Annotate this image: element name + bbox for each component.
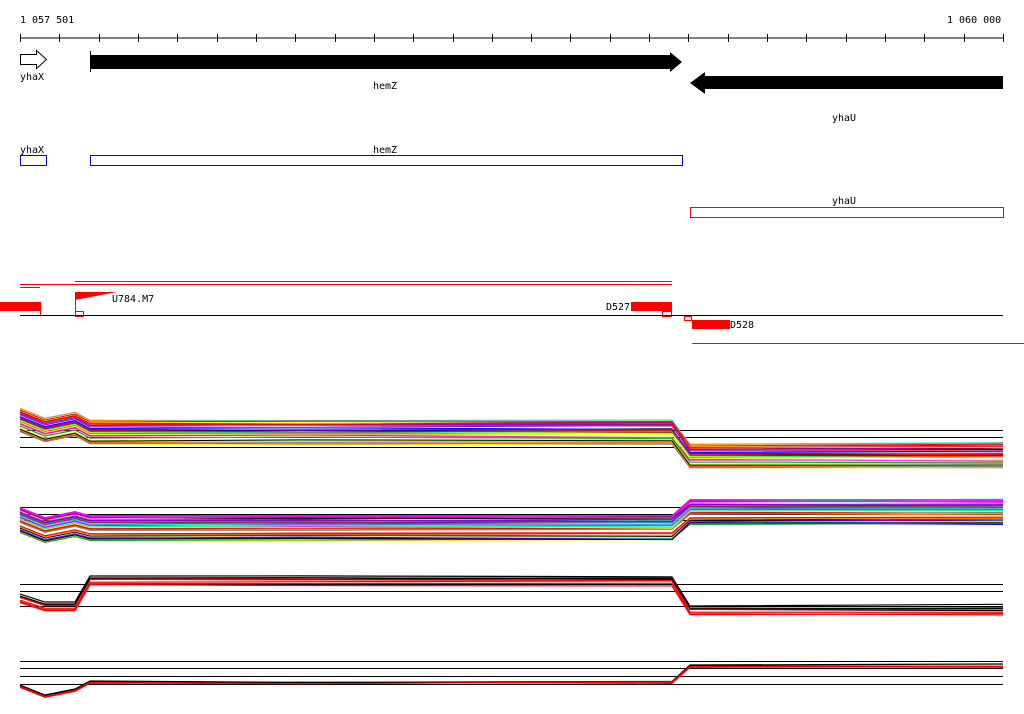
transcript-track: U784.M7 D527 D528	[0, 281, 1024, 344]
ruler-end-label: 1 060 000	[947, 15, 1001, 26]
annotation-label-hemZ: hemZ	[373, 145, 397, 156]
expression-series-line	[19, 413, 1004, 451]
ruler-start-label: 1 057 501	[20, 15, 74, 26]
expression-series-line	[19, 416, 1004, 454]
expression-series-line	[19, 665, 1004, 698]
expression-series-line	[19, 428, 1004, 466]
expression-series-line	[19, 505, 1004, 525]
expression-series-line	[19, 509, 1004, 531]
expression-series-line	[19, 507, 1004, 527]
transcript-block[interactable]	[0, 302, 40, 311]
expression-series-line	[19, 522, 1004, 542]
annotation-box-hemZ[interactable]	[90, 155, 683, 166]
ruler: 1 057 501 1 060 000	[20, 15, 1004, 42]
gene-arrow-hemZ[interactable]	[90, 52, 682, 72]
expression-series-line	[19, 431, 1004, 469]
expression-series-line	[19, 519, 1004, 541]
annotation-track: yhaX hemZ yhaU	[20, 145, 1004, 218]
transcript-block-d527[interactable]	[631, 302, 672, 311]
gene-label-yhaU: yhaU	[832, 113, 856, 124]
expression-series-line	[19, 414, 1004, 452]
expression-series-line	[19, 510, 1004, 530]
expression-series-line	[19, 522, 1004, 543]
expression-series-line	[19, 518, 1004, 539]
expression-series-line	[19, 418, 1004, 456]
expression-series-line	[19, 411, 1004, 449]
transcript-label-d528: D528	[730, 320, 754, 331]
annotation-label-yhaU: yhaU	[832, 196, 856, 207]
expression-series-line	[19, 512, 1004, 532]
annotation-label-yhaX: yhaX	[20, 145, 44, 156]
expression-series-line	[19, 517, 1004, 538]
expression-series-line	[19, 421, 1004, 461]
annotation-box-yhaX[interactable]	[20, 155, 47, 166]
transcript-label-u: U784.M7	[112, 294, 154, 305]
gene-arrow-yhaX[interactable]	[20, 49, 48, 70]
transcript-marker	[684, 316, 692, 321]
expression-series-line	[19, 580, 1004, 613]
expression-series-line	[19, 419, 1004, 459]
transcript-block-d528[interactable]	[692, 320, 730, 329]
gene-track: yhaX hemZ yhaU	[20, 49, 1003, 124]
gene-label-hemZ: hemZ	[373, 81, 397, 92]
expression-series-line	[19, 582, 1004, 616]
transcript-marker	[75, 311, 84, 317]
expression-series-line	[19, 511, 1004, 533]
expression-series-line	[19, 408, 1004, 446]
expression-series-line	[19, 503, 1004, 523]
annotation-box-yhaU[interactable]	[690, 207, 1004, 218]
expression-series-line	[19, 499, 1004, 519]
expression-series-line	[19, 584, 1004, 616]
expression-series-line	[19, 425, 1004, 464]
transcript-marker	[662, 311, 672, 317]
expression-series-line	[19, 516, 1004, 537]
expression-series-line	[19, 499, 1004, 519]
expression-series-line	[19, 575, 1004, 607]
promoter-wedge-icon	[75, 292, 117, 300]
expression-tracks	[19, 407, 1004, 698]
gene-label-yhaX: yhaX	[20, 72, 44, 83]
expression-series-line	[19, 423, 1004, 461]
expression-series-line	[19, 577, 1004, 610]
transcript-label-d527: D527	[606, 302, 630, 313]
expression-series-line	[19, 500, 1004, 521]
gene-arrow-yhaU[interactable]	[690, 72, 1003, 94]
expression-series-line	[19, 409, 1004, 447]
expression-series-line	[19, 429, 1004, 468]
expression-series-line	[19, 503, 1004, 523]
expression-series-line	[19, 578, 1004, 610]
expression-series-line	[19, 663, 1004, 696]
